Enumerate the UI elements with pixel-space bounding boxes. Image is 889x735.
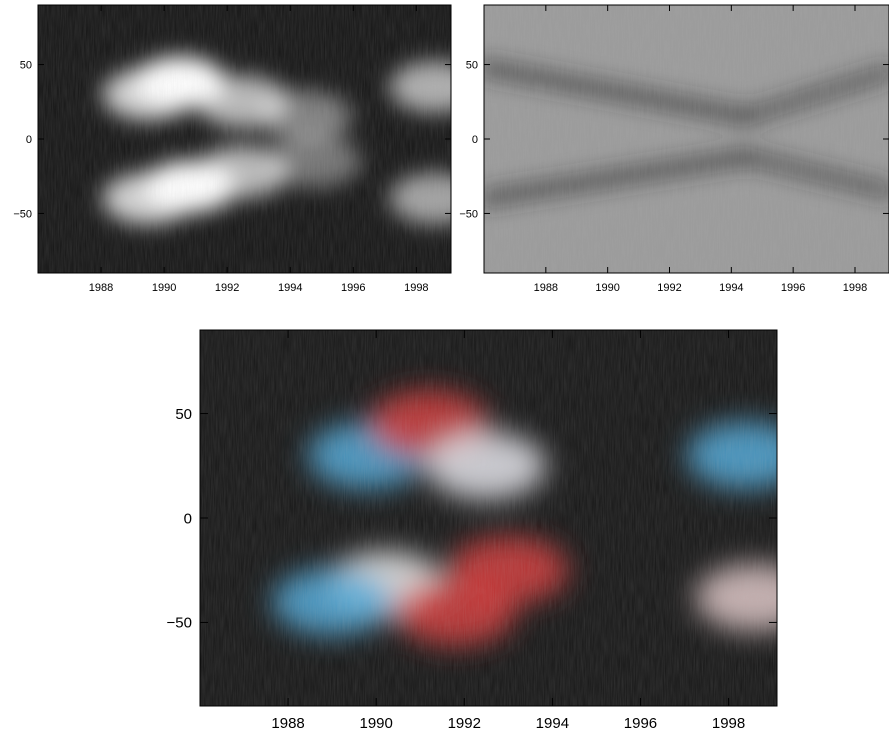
chart-top-right-svg: 1988 1990 1992 1994 1996 1998 50 0 −50 xyxy=(459,4,889,294)
x-tick-label: 1998 xyxy=(404,282,428,294)
chart-top-left-svg: 1988 1990 1992 1994 1996 1998 50 0 −50 xyxy=(13,4,452,294)
y-tick-label: 50 xyxy=(466,59,478,71)
x-tick-label: 1992 xyxy=(448,715,481,732)
x-tick-label: 1988 xyxy=(534,282,558,294)
x-tick-label: 1988 xyxy=(271,715,304,732)
chart-bottom-svg: 1988 1990 1992 1994 1996 1998 50 0 −50 xyxy=(167,329,778,732)
y-tick-label: 50 xyxy=(20,59,32,71)
y-tick-label: −50 xyxy=(459,208,478,220)
x-tick-label: 1992 xyxy=(215,282,239,294)
y-tick-label: 50 xyxy=(175,406,192,423)
x-tick-label: 1992 xyxy=(657,282,681,294)
x-tick-label: 1990 xyxy=(595,282,619,294)
x-tick-label: 1990 xyxy=(152,282,176,294)
y-tick-label: −50 xyxy=(13,208,32,220)
x-tick-label: 1988 xyxy=(89,282,113,294)
y-tick-label: 0 xyxy=(26,134,32,146)
x-tick-label: 1996 xyxy=(341,282,365,294)
x-tick-label: 1996 xyxy=(624,715,657,732)
x-tick-label: 1998 xyxy=(712,715,745,732)
x-tick-label: 1994 xyxy=(278,282,302,294)
plot-area xyxy=(484,5,889,273)
y-tick-label: −50 xyxy=(167,615,192,632)
y-tick-label: 0 xyxy=(184,510,192,527)
x-tick-label: 1998 xyxy=(843,282,867,294)
heatmap-top-left: 1988 1990 1992 1994 1996 1998 50 0 −50 xyxy=(0,0,455,305)
plot-area xyxy=(200,330,777,706)
x-tick-label: 1996 xyxy=(781,282,805,294)
y-tick-label: 0 xyxy=(472,134,478,146)
x-tick-label: 1994 xyxy=(536,715,569,732)
heatmap-top-right: 1988 1990 1992 1994 1996 1998 50 0 −50 xyxy=(446,0,889,305)
plot-area xyxy=(38,5,451,273)
x-tick-label: 1994 xyxy=(719,282,743,294)
heatmap-bottom: 1988 1990 1992 1994 1996 1998 50 0 −50 xyxy=(140,315,800,735)
x-tick-label: 1990 xyxy=(359,715,392,732)
